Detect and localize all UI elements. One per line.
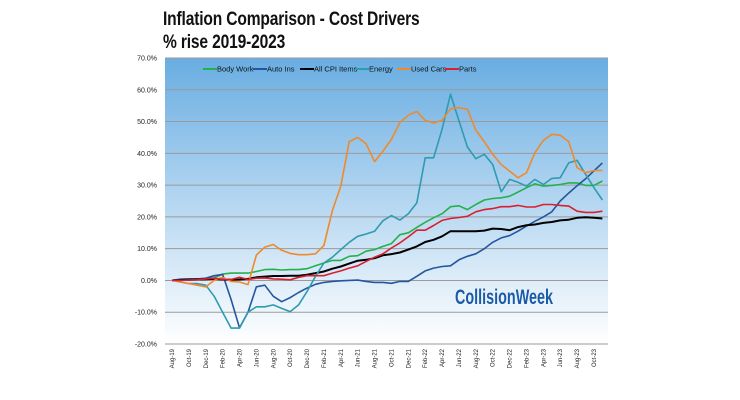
legend-label: Auto Ins <box>267 65 295 74</box>
series-line-energy <box>171 93 604 329</box>
legend-label: All CPI Items <box>314 65 358 74</box>
legend-item: Parts <box>445 65 477 74</box>
x-tick-label: Aug-23 <box>575 348 581 368</box>
y-tick-label: 40.0% <box>137 151 157 158</box>
legend-item: Auto Ins <box>253 65 295 74</box>
x-tick-label: Aug-21 <box>373 348 379 368</box>
legend-label: Parts <box>459 65 477 74</box>
x-tick-label: Apr-22 <box>440 348 446 367</box>
x-tick-label: Feb-23 <box>524 348 530 368</box>
x-tick-label: Oct-22 <box>491 348 497 367</box>
collisionweek-logo: CollisionWeek <box>455 286 553 309</box>
x-tick-label: Feb-20 <box>221 348 227 368</box>
series-line-parts <box>172 203 603 282</box>
legend-item: Energy <box>355 65 393 74</box>
legend-item: Used Cars <box>397 65 447 74</box>
x-tick-label: Aug-22 <box>474 348 480 368</box>
x-tick-label: Feb-22 <box>423 348 429 368</box>
x-tick-label: Aug-20 <box>271 348 277 368</box>
x-tick-label: Feb-21 <box>322 348 328 368</box>
series-line-body-work <box>171 180 603 282</box>
x-tick-label: Jun-20 <box>254 348 260 367</box>
legend-item: All CPI Items <box>300 65 358 74</box>
y-tick-label: 70.0% <box>137 56 157 63</box>
x-tick-label: Apr-20 <box>238 348 244 367</box>
x-tick-label: Oct-19 <box>187 348 193 367</box>
legend-label: Energy <box>369 65 393 74</box>
y-tick-label: 50.0% <box>137 119 157 126</box>
series-line-used-cars <box>171 106 603 288</box>
y-tick-label: 0.0% <box>141 278 157 285</box>
y-tick-label: 10.0% <box>137 246 157 253</box>
x-tick-label: Dec-22 <box>508 348 514 368</box>
legend-label: Used Cars <box>411 65 447 74</box>
y-tick-label: 60.0% <box>137 87 157 94</box>
x-tick-label: Oct-21 <box>389 348 395 367</box>
x-tick-label: Dec-20 <box>305 348 311 368</box>
x-tick-label: Aug-19 <box>170 348 176 368</box>
x-tick-label: Apr-23 <box>541 348 547 367</box>
x-tick-label: Jun-22 <box>457 348 463 367</box>
x-tick-label: Apr-21 <box>339 348 345 367</box>
x-tick-label: Dec-19 <box>204 348 210 368</box>
legend-item: Body Work <box>203 65 254 74</box>
plot-area <box>165 58 608 344</box>
x-tick-label: Jun-21 <box>356 348 362 367</box>
y-tick-label: -20.0% <box>135 342 157 349</box>
chart-title: Inflation Comparison - Cost Drivers <box>163 9 420 30</box>
y-tick-label: -10.0% <box>135 310 157 317</box>
x-tick-label: Jun-23 <box>558 348 564 367</box>
legend-label: Body Work <box>217 65 254 74</box>
y-tick-label: 30.0% <box>137 183 157 190</box>
x-tick-label: Oct-20 <box>288 348 294 367</box>
y-tick-label: 20.0% <box>137 214 157 221</box>
chart-subtitle: % rise 2019-2023 <box>163 32 286 53</box>
x-tick-label: Dec-21 <box>406 348 412 368</box>
x-tick-label: Oct-23 <box>592 348 598 367</box>
